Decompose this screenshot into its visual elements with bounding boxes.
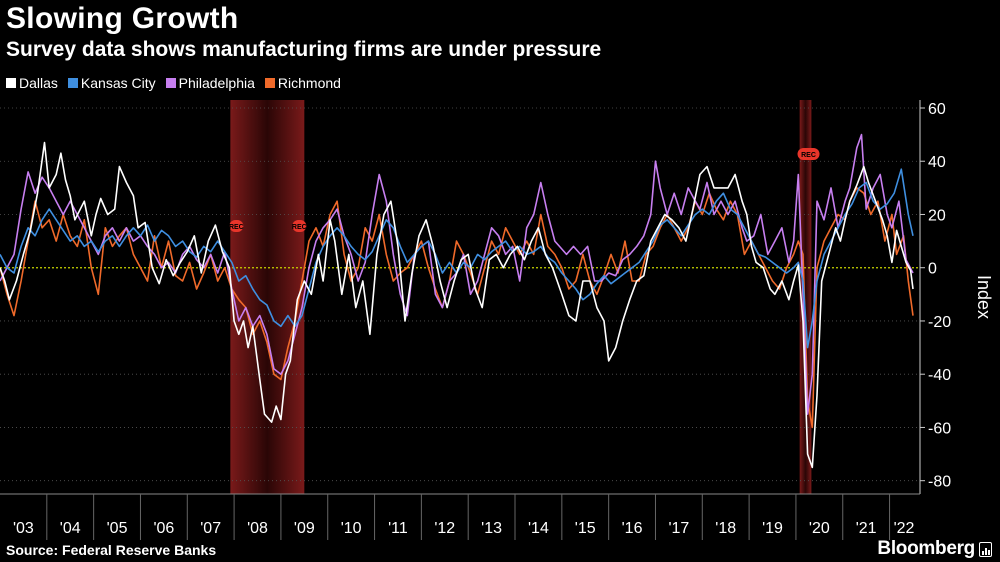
y-tick-label: -20 — [928, 314, 951, 331]
legend-item-kansas-city: Kansas City — [67, 75, 156, 91]
recession-band — [799, 100, 812, 494]
legend-label: Philadelphia — [178, 75, 255, 91]
x-tick-label: '14 — [528, 520, 549, 537]
x-tick-label: '21 — [856, 520, 877, 537]
y-axis-title: Index — [974, 275, 994, 319]
legend-item-dallas: Dallas — [6, 75, 58, 91]
y-tick-label: 0 — [928, 261, 937, 278]
y-tick-label: 40 — [928, 154, 946, 171]
series-line-kansas-city — [0, 168, 914, 349]
x-tick-label: '15 — [575, 520, 596, 537]
x-tick-label: '12 — [434, 520, 455, 537]
recession-marker-label: REC — [292, 224, 307, 231]
x-tick-label: '09 — [294, 520, 315, 537]
legend-item-philadelphia: Philadelphia — [165, 75, 255, 91]
legend-swatch — [67, 78, 78, 88]
x-tick-label: '20 — [809, 520, 830, 537]
legend-label: Dallas — [19, 75, 58, 91]
x-tick-label: '11 — [388, 520, 408, 537]
x-tick-label: '13 — [481, 520, 502, 537]
x-tick-label: '05 — [107, 520, 128, 537]
x-tick-label: '03 — [13, 520, 34, 537]
x-tick-label: '19 — [762, 520, 783, 537]
recession-marker — [797, 148, 820, 160]
legend-swatch — [6, 78, 16, 88]
legend-swatch — [165, 78, 176, 88]
recession-marker — [292, 220, 307, 232]
chart-title: Slowing Growth — [6, 2, 239, 35]
x-tick-label: '10 — [341, 520, 362, 537]
x-tick-label: '17 — [668, 520, 689, 537]
y-tick-label: -80 — [928, 474, 951, 491]
x-tick-label: '07 — [200, 520, 221, 537]
y-tick-label: -40 — [928, 367, 951, 384]
x-tick-label: '16 — [622, 520, 643, 537]
recession-marker-label: REC — [229, 224, 244, 231]
x-tick-label: '08 — [247, 520, 268, 537]
recession-band — [230, 100, 305, 494]
y-tick-label: -60 — [928, 420, 951, 437]
legend-swatch — [264, 78, 275, 88]
legend-label: Richmond — [277, 75, 341, 91]
bloomberg-logo-icon — [979, 541, 992, 557]
x-tick-label: '06 — [153, 520, 174, 537]
brand: Bloomberg — [877, 538, 992, 560]
x-tick-label: '18 — [715, 520, 736, 537]
source-note: Source: Federal Reserve Banks — [6, 542, 217, 558]
chart-subtitle: Survey data shows manufacturing firms ar… — [6, 38, 602, 61]
x-tick-label: '22 — [894, 520, 915, 537]
brand-name: Bloomberg — [877, 538, 975, 559]
series-line-philadelphia — [0, 133, 914, 415]
legend-item-richmond: Richmond — [264, 75, 341, 91]
recession-marker — [229, 220, 244, 232]
y-tick-label: 60 — [928, 101, 946, 118]
series-line-dallas — [0, 141, 914, 469]
legend: Dallas Kansas City Philadelphia Richmond — [6, 75, 341, 91]
recession-marker-label: REC — [801, 152, 816, 159]
x-tick-label: '04 — [60, 520, 81, 537]
y-tick-label: 20 — [928, 207, 946, 224]
legend-label: Kansas City — [80, 75, 156, 91]
